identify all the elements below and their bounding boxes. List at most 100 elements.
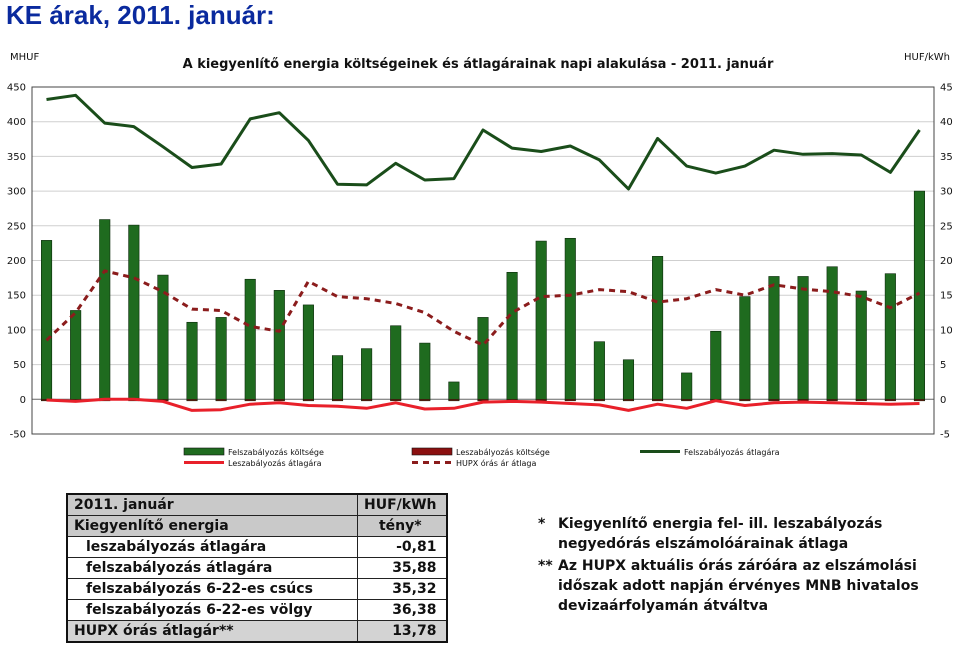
table-header-label: 2011. január — [66, 493, 358, 516]
y-left-tick-label: 450 — [7, 83, 26, 94]
bar — [361, 348, 373, 400]
table-footer-label: HUPX órás átlagár** — [66, 620, 358, 643]
footnote-text: Kiegyenlítő energia fel- ill. leszabályo… — [558, 516, 883, 552]
bar — [128, 224, 140, 400]
y-left-tick-label: 100 — [7, 325, 26, 336]
bar — [331, 355, 344, 400]
bar — [913, 398, 925, 402]
y-left-tick-label: 350 — [7, 152, 26, 163]
bar — [70, 310, 82, 400]
bar — [244, 398, 256, 402]
y-right-tick-label: 30 — [940, 187, 953, 198]
table-subheader-value: tény* — [357, 515, 448, 537]
bar — [302, 398, 314, 402]
y-left-tick-label: 300 — [7, 187, 26, 198]
y-left-label: MHUF — [10, 52, 39, 63]
table-row: leszabályozás átlagára -0,81 — [66, 536, 448, 558]
footnote-mark: ** — [538, 558, 553, 574]
bar — [390, 325, 402, 400]
bar — [622, 359, 635, 400]
y-right-tick-label: 10 — [940, 325, 953, 336]
bar — [535, 240, 547, 400]
series-line — [46, 93, 921, 191]
y-left-tick-label: 400 — [7, 117, 26, 128]
bar — [622, 398, 635, 402]
bar — [884, 398, 896, 402]
bar — [506, 271, 518, 400]
bar — [652, 256, 664, 400]
chart: A kiegyenlítő energia költségeinek és át… — [7, 52, 953, 468]
legend-label: Leszabályozás költsége — [456, 447, 550, 457]
bar — [186, 321, 198, 400]
bar — [681, 372, 693, 400]
y-left-tick-label: 250 — [7, 221, 26, 232]
bar — [244, 278, 256, 400]
bar — [215, 317, 227, 400]
bar — [797, 398, 809, 402]
bar — [302, 304, 314, 400]
y-right-tick-label: 0 — [940, 395, 946, 406]
y-left-tick-label: 200 — [7, 256, 26, 267]
bar — [564, 237, 576, 400]
table-row-label: leszabályozás átlagára — [66, 536, 358, 558]
footnote-text: Az HUPX aktuális órás záróára az elszámo… — [558, 558, 919, 614]
bar — [797, 276, 809, 400]
bar — [41, 240, 53, 400]
y-right-tick-label: 40 — [940, 117, 953, 128]
bar — [826, 266, 838, 400]
legend: Felszabályozás költsége Leszabályozás köl… — [183, 447, 780, 468]
y-right-tick-label: 5 — [940, 360, 946, 371]
bar — [331, 398, 344, 402]
bar — [855, 290, 867, 400]
legend-swatch — [183, 447, 225, 456]
table-header-unit: HUF/kWh — [357, 493, 448, 516]
bar — [593, 341, 605, 400]
legend-label: Leszabályozás átlagára — [228, 459, 322, 468]
summary-table: 2011. január HUF/kWh Kiegyenlítő energia… — [66, 493, 449, 643]
legend-swatch — [411, 447, 453, 456]
bar — [768, 398, 780, 402]
footnote: ** Az HUPX aktuális órás záróára az elsz… — [538, 556, 958, 616]
bar — [913, 190, 925, 400]
bar — [855, 398, 867, 402]
bar — [419, 342, 431, 400]
bar — [273, 398, 285, 402]
bar — [390, 398, 402, 402]
footnote-mark: * — [538, 516, 546, 532]
chart-title: A kiegyenlítő energia költségeinek és át… — [183, 57, 774, 72]
bar — [593, 398, 605, 402]
page-title: KE árak, 2011. január: — [6, 0, 275, 30]
table-header-row: 2011. január HUF/kWh — [66, 493, 448, 516]
bar — [884, 273, 896, 400]
series-lines — [45, 93, 921, 412]
bar — [273, 290, 285, 400]
table-subheader-row: Kiegyenlítő energia tény* — [66, 515, 448, 537]
bar — [99, 219, 111, 400]
table-row: felszabályozás 6-22-es csúcs 35,32 — [66, 578, 448, 600]
bar — [361, 398, 373, 402]
table-subheader-label: Kiegyenlítő energia — [66, 515, 358, 537]
bar — [710, 330, 722, 400]
table-row-value: 35,88 — [357, 557, 448, 579]
bar — [419, 398, 431, 402]
table-row-label: felszabályozás 6-22-es csúcs — [66, 578, 358, 600]
footnote: * Kiegyenlítő energia fel- ill. leszabál… — [538, 514, 958, 554]
table-row-label: felszabályozás 6-22-es völgy — [66, 599, 358, 621]
legend-label: Felszabályozás költsége — [228, 447, 324, 457]
y-right-tick-label: 45 — [940, 83, 953, 94]
bars — [41, 190, 925, 402]
y-right-ticks: 45 40 35 30 25 20 15 10 5 0 -5 — [940, 83, 953, 441]
bar — [448, 398, 460, 402]
bar — [186, 398, 198, 402]
y-right-tick-label: 35 — [940, 152, 953, 163]
bar — [215, 398, 227, 402]
y-left-tick-label: -50 — [10, 430, 26, 441]
bar — [768, 276, 780, 400]
y-right-label: HUF/kWh — [904, 52, 950, 63]
table-row-value: 36,38 — [357, 599, 448, 621]
table-row: felszabályozás 6-22-es völgy 36,38 — [66, 599, 448, 621]
bar — [826, 398, 838, 402]
table-row: felszabályozás átlagára 35,88 — [66, 557, 448, 579]
footnotes: * Kiegyenlítő energia fel- ill. leszabál… — [538, 514, 958, 618]
y-right-tick-label: 25 — [940, 221, 953, 232]
